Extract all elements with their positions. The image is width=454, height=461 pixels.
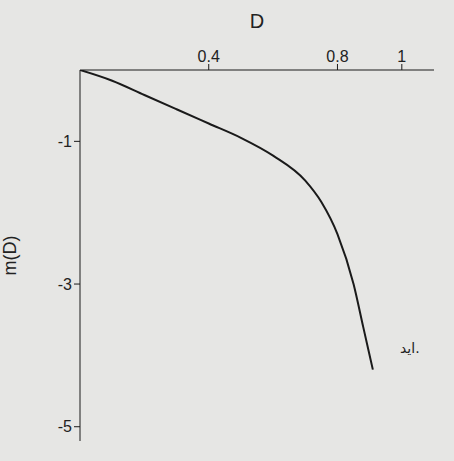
svg-text:0.4: 0.4	[198, 48, 220, 65]
svg-text:-1: -1	[58, 133, 72, 150]
svg-text:-3: -3	[58, 276, 72, 293]
html-text:اید.: اید.	[400, 340, 420, 356]
svg-text:0.8: 0.8	[326, 48, 348, 65]
svg-text:1: 1	[397, 48, 406, 65]
svg-text:-5: -5	[58, 418, 72, 435]
svg-text:m(D): m(D)	[0, 236, 20, 276]
svg-text:D: D	[250, 10, 264, 32]
